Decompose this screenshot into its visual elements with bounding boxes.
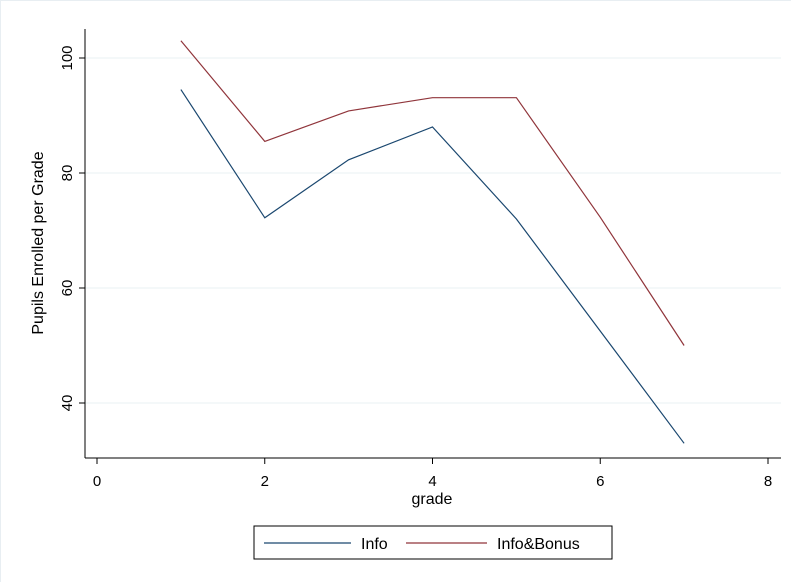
x-tick-label: 0	[93, 473, 101, 490]
y-tick-label: 60	[59, 280, 76, 297]
y-tick-label: 80	[59, 165, 76, 182]
x-tick-label: 2	[261, 473, 269, 490]
y-axis-title: Pupils Enrolled per Grade	[30, 151, 47, 334]
y-tick-label: 40	[59, 395, 76, 412]
legend: Info Info&Bonus	[253, 525, 613, 560]
ticks: 40 60 80 100 0 2 4 6 8	[59, 45, 772, 490]
axes	[84, 29, 781, 459]
series-line-info	[180, 89, 685, 444]
series	[180, 40, 685, 444]
legend-label-info: Info	[361, 536, 388, 553]
legend-label-info-bonus: Info&Bonus	[497, 536, 580, 553]
x-tick-label: 8	[764, 473, 772, 490]
series-line-info-bonus	[180, 40, 685, 346]
x-tick-label: 4	[428, 473, 436, 490]
gridlines	[85, 57, 781, 404]
y-tick-label: 100	[59, 45, 76, 70]
x-axis-title: grade	[412, 491, 453, 508]
x-tick-label: 6	[596, 473, 604, 490]
